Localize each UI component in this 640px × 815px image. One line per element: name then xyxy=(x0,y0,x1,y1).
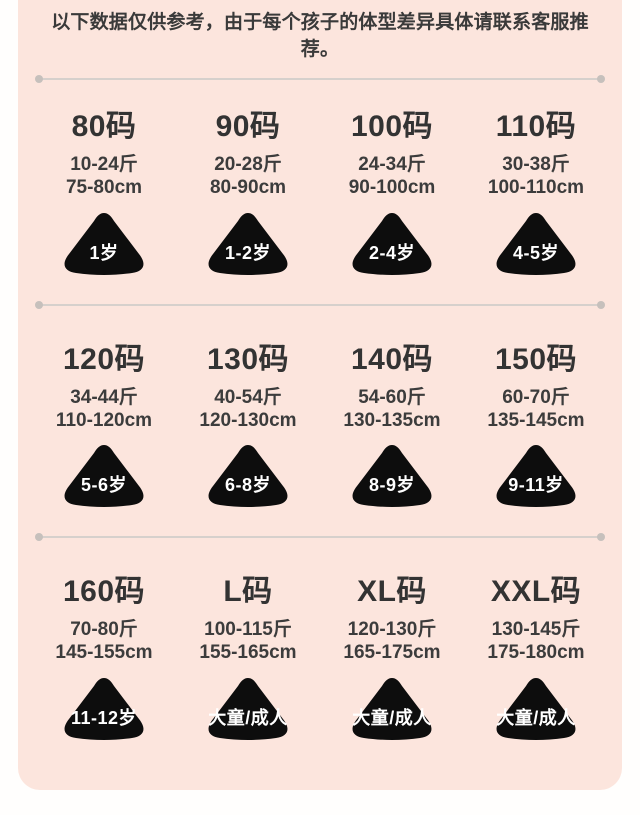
age-label: 11-12岁 xyxy=(70,707,138,728)
size-cell-150: 150码 60-70斤 135-145cm 9-11岁 xyxy=(464,306,608,522)
height-range: 80-90cm xyxy=(209,176,287,198)
rounded-triangle-icon xyxy=(64,445,144,508)
rounded-triangle-icon xyxy=(496,677,576,740)
weight-range: 100-115斤 xyxy=(204,619,292,641)
size-cell-XXL: XXL码 130-145斤 175-180cm 大童/成人 xyxy=(464,538,608,754)
age-badge: 8-9岁 xyxy=(343,441,441,509)
weight-range: 70-80斤 xyxy=(70,619,138,641)
age-label: 1岁 xyxy=(89,242,119,263)
size-label: 100码 xyxy=(350,110,434,144)
age-label: 4-5岁 xyxy=(512,242,559,263)
height-range: 100-110cm xyxy=(487,176,585,198)
size-label: 90码 xyxy=(215,110,281,144)
age-badge: 6-8岁 xyxy=(199,441,297,509)
size-cell-80: 80码 10-24斤 75-80cm 1岁 xyxy=(32,80,176,289)
divider xyxy=(35,75,605,84)
age-label: 大童/成人 xyxy=(352,707,432,728)
size-chart-card: 以下数据仅供参考，由于每个孩子的体型差异具体请联系客服推荐。 80码 10-24… xyxy=(18,0,622,790)
size-label: 110码 xyxy=(495,110,577,144)
weight-range: 24-34斤 xyxy=(358,154,426,176)
age-badge: 大童/成人 xyxy=(487,674,585,742)
size-label: XXL码 xyxy=(490,575,582,609)
height-range: 175-180cm xyxy=(487,642,585,664)
age-label: 大童/成人 xyxy=(496,707,576,728)
age-badge: 1-2岁 xyxy=(199,209,297,277)
age-label: 6-8岁 xyxy=(224,475,271,496)
size-row-2: 120码 34-44斤 110-120cm 5-6岁 130码 40-54斤 1… xyxy=(18,306,622,522)
height-range: 90-100cm xyxy=(348,176,436,198)
size-label: 80码 xyxy=(71,110,137,144)
size-cell-120: 120码 34-44斤 110-120cm 5-6岁 xyxy=(32,306,176,522)
weight-range: 20-28斤 xyxy=(214,154,282,176)
rounded-triangle-icon xyxy=(208,212,288,275)
size-row-1: 80码 10-24斤 75-80cm 1岁 90码 20-28斤 80-90cm… xyxy=(18,80,622,289)
height-range: 130-135cm xyxy=(343,409,441,431)
size-label: L码 xyxy=(223,575,273,609)
size-label: 140码 xyxy=(350,342,434,376)
height-range: 145-155cm xyxy=(55,642,153,664)
weight-range: 130-145斤 xyxy=(491,619,581,641)
divider xyxy=(35,300,605,309)
weight-range: 120-130斤 xyxy=(347,619,437,641)
weight-range: 54-60斤 xyxy=(358,386,426,408)
height-range: 155-165cm xyxy=(199,642,297,664)
age-badge: 9-11岁 xyxy=(487,441,585,509)
size-label: 130码 xyxy=(206,342,290,376)
age-badge: 2-4岁 xyxy=(343,209,441,277)
rounded-triangle-icon xyxy=(352,212,432,275)
age-label: 9-11岁 xyxy=(508,475,564,496)
age-label: 8-9岁 xyxy=(368,475,415,496)
weight-range: 30-38斤 xyxy=(502,154,570,176)
size-cell-XL: XL码 120-130斤 165-175cm 大童/成人 xyxy=(320,538,464,754)
rounded-triangle-icon xyxy=(496,212,576,275)
age-badge: 大童/成人 xyxy=(343,674,441,742)
age-badge: 5-6岁 xyxy=(55,441,153,509)
size-cell-140: 140码 54-60斤 130-135cm 8-9岁 xyxy=(320,306,464,522)
weight-range: 34-44斤 xyxy=(70,386,138,408)
age-badge: 1岁 xyxy=(55,209,153,277)
age-badge: 11-12岁 xyxy=(55,674,153,742)
rounded-triangle-icon xyxy=(352,677,432,740)
rounded-triangle-icon xyxy=(496,445,576,508)
rounded-triangle-icon xyxy=(64,677,144,740)
size-label: 150码 xyxy=(494,342,578,376)
height-range: 135-145cm xyxy=(487,409,585,431)
size-label: 120码 xyxy=(62,342,146,376)
age-label: 大童/成人 xyxy=(208,707,288,728)
rounded-triangle-icon xyxy=(208,677,288,740)
age-label: 2-4岁 xyxy=(368,242,415,263)
height-range: 120-130cm xyxy=(199,409,297,431)
size-cell-160: 160码 70-80斤 145-155cm 11-12岁 xyxy=(32,538,176,754)
age-badge: 大童/成人 xyxy=(199,674,297,742)
height-range: 75-80cm xyxy=(65,176,143,198)
size-row-3: 160码 70-80斤 145-155cm 11-12岁 L码 100-115斤… xyxy=(18,538,622,754)
rounded-triangle-icon xyxy=(64,212,144,275)
size-cell-130: 130码 40-54斤 120-130cm 6-8岁 xyxy=(176,306,320,522)
weight-range: 10-24斤 xyxy=(70,154,138,176)
footer-section: 更多的 细节展示 喜欢 就来试试 xyxy=(0,790,640,815)
rounded-triangle-icon xyxy=(208,445,288,508)
size-notice-text: 以下数据仅供参考，由于每个孩子的体型差异具体请联系客服推荐。 xyxy=(51,12,589,60)
age-label: 5-6岁 xyxy=(80,475,127,496)
rounded-triangle-icon xyxy=(352,445,432,508)
size-label: 160码 xyxy=(62,575,146,609)
size-cell-L: L码 100-115斤 155-165cm 大童/成人 xyxy=(176,538,320,754)
size-cell-110: 110码 30-38斤 100-110cm 4-5岁 xyxy=(464,80,608,289)
age-label: 1-2岁 xyxy=(224,242,271,263)
divider xyxy=(35,533,605,542)
size-cell-90: 90码 20-28斤 80-90cm 1-2岁 xyxy=(176,80,320,289)
weight-range: 40-54斤 xyxy=(214,386,282,408)
age-badge: 4-5岁 xyxy=(487,209,585,277)
height-range: 110-120cm xyxy=(55,409,153,431)
size-label: XL码 xyxy=(357,575,427,609)
weight-range: 60-70斤 xyxy=(502,386,570,408)
height-range: 165-175cm xyxy=(343,642,441,664)
size-cell-100: 100码 24-34斤 90-100cm 2-4岁 xyxy=(320,80,464,289)
